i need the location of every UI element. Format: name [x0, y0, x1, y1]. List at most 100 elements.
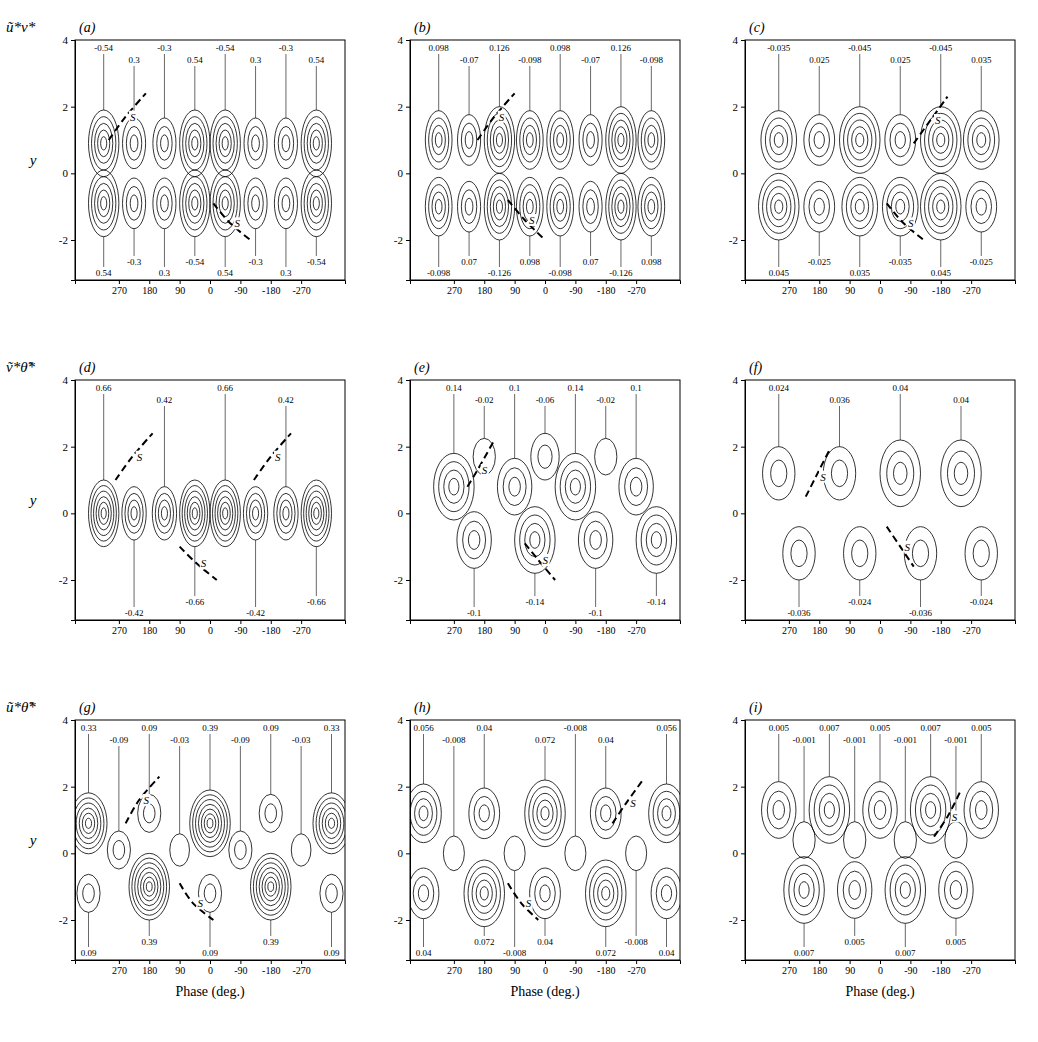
- leader-line: [285, 54, 286, 118]
- y-tick-label: 4: [63, 714, 69, 726]
- contour-label: -0.54: [185, 257, 204, 267]
- leader-line: [905, 746, 906, 822]
- x-tick-mark: [606, 280, 607, 284]
- contour-ring: [82, 813, 94, 833]
- contour-ring: [439, 462, 469, 512]
- x-tick: 270: [112, 280, 127, 296]
- contour-ring: [461, 190, 476, 224]
- x-tick-mark: [180, 620, 181, 624]
- contour-label: -0.045: [929, 43, 953, 53]
- contour-label: 0.035: [971, 55, 992, 65]
- s-curve: [467, 440, 494, 487]
- contour-label: 0.1: [631, 383, 642, 393]
- x-tick-label: 90: [510, 965, 520, 976]
- contour-ring: [274, 118, 297, 169]
- label-bg: [234, 217, 242, 229]
- y-tick-mark: [406, 380, 410, 381]
- contour-ring: [819, 793, 839, 826]
- contour-label: -0.3: [127, 257, 142, 267]
- contour-ring: [235, 840, 247, 859]
- contour-ring: [809, 777, 850, 844]
- contour-ring: [469, 788, 500, 839]
- contour-ring: [449, 478, 459, 495]
- contour-ring: [645, 125, 658, 154]
- contour-ring: [530, 868, 561, 919]
- contour-label: -0.098: [427, 268, 451, 278]
- contours: [89, 93, 332, 240]
- y-tick: 4: [733, 714, 746, 726]
- contour-ring: [971, 190, 992, 224]
- panel: 270180900-90-180-270-2024SS-0.540.3-0.30…: [59, 20, 346, 296]
- x-tick: -270: [962, 960, 980, 976]
- contour-ring: [316, 798, 345, 849]
- s-label: S: [499, 111, 505, 123]
- s-label: S: [935, 114, 941, 126]
- x-tick-label: 90: [510, 285, 520, 296]
- contour-label: 0.007: [895, 948, 916, 958]
- contour-ring: [213, 117, 237, 170]
- contour-ring: [92, 177, 116, 230]
- x-tick-mark: [545, 620, 546, 624]
- s-curve: [478, 93, 515, 140]
- x-tick-mark: [910, 960, 911, 964]
- contour-label: 0.39: [202, 723, 218, 733]
- contour-ring: [895, 132, 905, 149]
- x-tick-label: -270: [292, 285, 310, 296]
- contour-ring: [457, 512, 491, 569]
- contour-ring: [554, 192, 567, 221]
- contour-ring: [612, 120, 630, 160]
- contour-ring: [606, 107, 636, 174]
- contour-ring: [937, 200, 945, 213]
- contour-ring: [309, 497, 324, 530]
- contour-label: -0.42: [246, 608, 265, 618]
- leader-line: [225, 54, 226, 110]
- leader-line: [164, 406, 165, 487]
- leader-line: [255, 540, 256, 607]
- x-tick: -90: [904, 960, 917, 976]
- leader-line: [940, 240, 941, 267]
- x-tick-label: -270: [292, 965, 310, 976]
- contour-ring: [92, 117, 116, 170]
- contour-ring: [891, 192, 909, 221]
- x-tick: 90: [845, 960, 855, 976]
- contour-ring: [767, 187, 791, 227]
- contour-ring: [283, 507, 289, 520]
- contour-ring: [468, 867, 500, 920]
- x-tick-mark: [971, 620, 972, 624]
- contour-ring: [560, 462, 590, 512]
- s-label: S: [235, 217, 241, 229]
- x-tick-mark: [119, 960, 120, 964]
- contour-label: 0.024: [769, 383, 790, 393]
- contour-ring: [157, 126, 172, 160]
- contour-ring: [910, 777, 951, 844]
- y-tick-mark: [741, 173, 745, 174]
- y-axis: -2024: [394, 714, 411, 960]
- y-tick: 0: [733, 507, 746, 519]
- contour-ring: [784, 857, 825, 924]
- contour-ring: [773, 801, 784, 820]
- y-tick-label: 2: [733, 441, 739, 453]
- y-tick-label: 2: [63, 441, 69, 453]
- contour-ring: [129, 853, 170, 920]
- leader-line: [453, 746, 454, 836]
- contour-label: -0.3: [279, 43, 294, 53]
- contour-ring: [415, 799, 433, 828]
- leader-line: [164, 54, 165, 118]
- contour-ring: [824, 802, 834, 819]
- contour-ring: [83, 884, 95, 903]
- x-tick: 90: [175, 280, 185, 296]
- x-tick: 180: [812, 960, 827, 976]
- x-tick-label: 180: [142, 625, 157, 636]
- contour-ring: [126, 186, 141, 220]
- contour-ring: [464, 860, 505, 927]
- leader-line: [636, 394, 637, 458]
- contour-ring: [520, 515, 550, 565]
- contour-ring: [516, 177, 543, 236]
- x-tick-mark: [819, 960, 820, 964]
- y-axis-line: [741, 41, 746, 281]
- contour-ring: [244, 178, 267, 229]
- s-curve: [180, 547, 217, 580]
- label-bg: [951, 811, 959, 823]
- contour-ring: [794, 873, 814, 906]
- x-tick-label: -270: [962, 625, 980, 636]
